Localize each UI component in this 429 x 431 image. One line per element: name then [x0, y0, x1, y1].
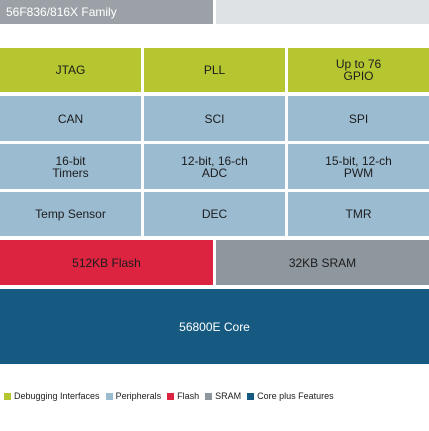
pll-block: PLL — [144, 48, 285, 92]
flash-block: 512KB Flash — [0, 240, 213, 285]
legend-swatch-sram — [205, 392, 213, 400]
legend-label-debugging: Debugging Interfaces — [14, 391, 100, 401]
dec-block: DEC — [144, 192, 285, 236]
legend-label-sram: SRAM — [215, 391, 242, 401]
legend-swatch-debugging — [4, 392, 11, 400]
legend-label-peripherals: Peripherals — [115, 391, 162, 401]
family-title: 56F836/816X Family — [0, 0, 213, 24]
legend-swatch-peripherals — [105, 392, 113, 400]
legend-item-core: Core plus Features — [247, 391, 334, 401]
legend-label-flash: Flash — [177, 391, 200, 401]
legend-label-core: Core plus Features — [257, 391, 334, 401]
legend-item-sram: SRAM — [205, 391, 241, 401]
jtag-block: JTAG — [0, 48, 141, 92]
can-block: CAN — [0, 96, 141, 141]
legend: Debugging Interfaces Peripherals Flash S… — [4, 389, 429, 403]
pwm-block: 15-bit, 12-ch PWM — [288, 144, 429, 189]
core-block: 56800E Core — [0, 289, 429, 364]
legend-item-peripherals: Peripherals — [105, 391, 162, 401]
temp-sensor-block: Temp Sensor — [0, 192, 141, 236]
legend-item-flash: Flash — [167, 391, 199, 401]
gpio-block: Up to 76 GPIO — [288, 48, 429, 92]
tmr-block: TMR — [288, 192, 429, 236]
sram-block: 32KB SRAM — [216, 240, 429, 285]
legend-swatch-flash — [167, 392, 175, 400]
spi-block: SPI — [288, 96, 429, 141]
legend-swatch-core — [247, 392, 255, 400]
legend-item-debugging: Debugging Interfaces — [4, 391, 100, 401]
adc-block: 12-bit, 16-ch ADC — [144, 144, 285, 189]
title-bar-extension — [216, 0, 429, 24]
sci-block: SCI — [144, 96, 285, 141]
timers-block: 16-bit Timers — [0, 144, 141, 189]
